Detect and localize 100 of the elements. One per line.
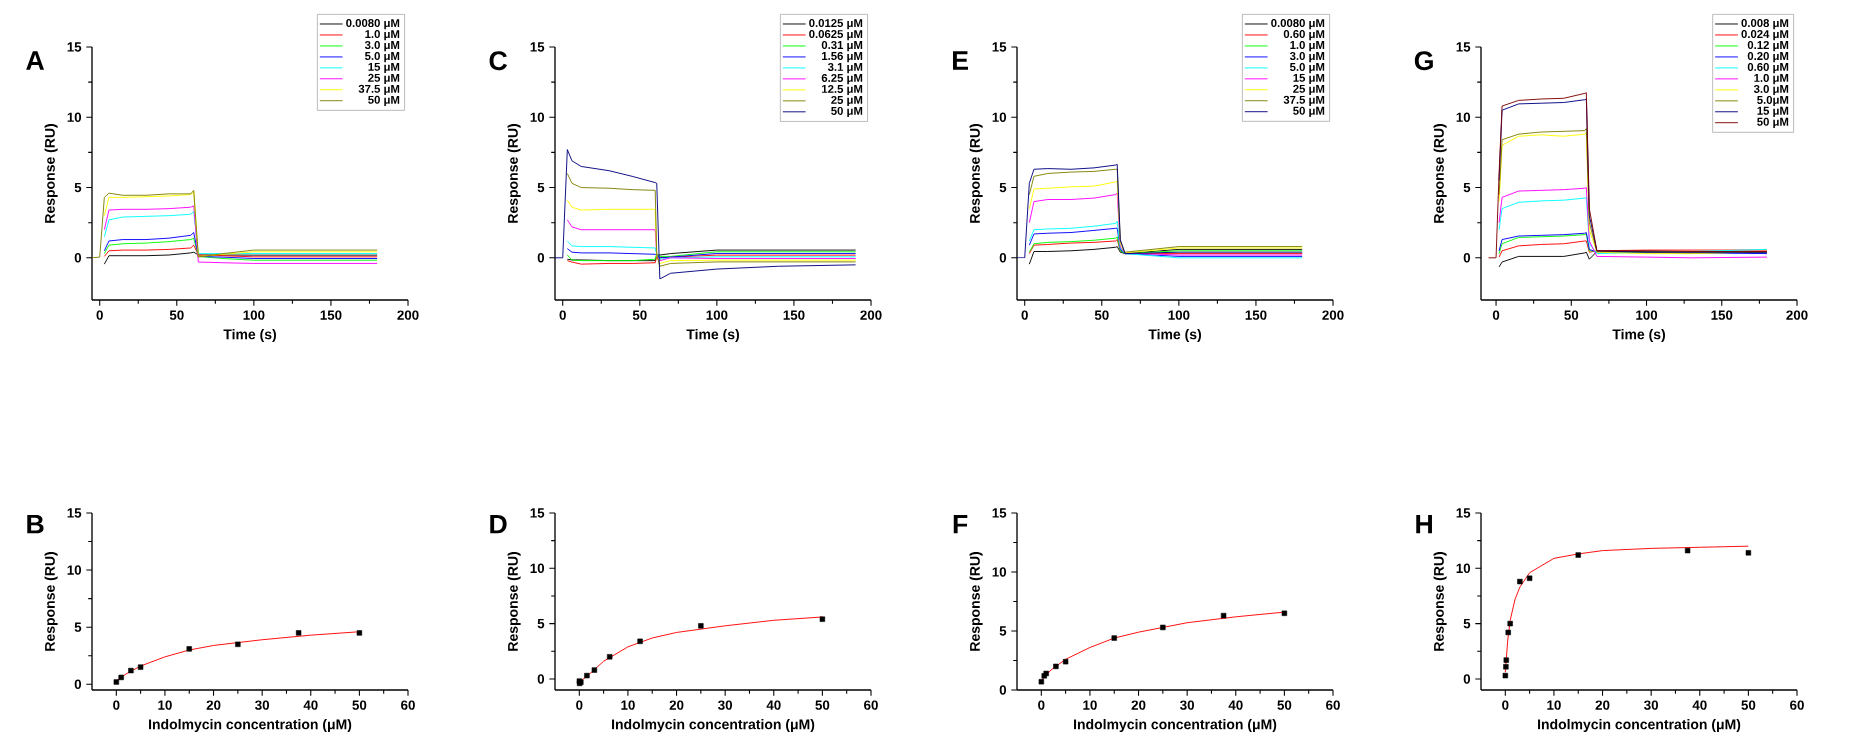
x-tick-label: 150 — [1711, 310, 1733, 320]
y-tick-label: 0 — [74, 253, 82, 263]
legend-label: 1.0 μM — [1290, 41, 1325, 52]
legend-label: 25 μM — [831, 95, 863, 107]
chart-title: F — [953, 515, 968, 534]
x-tick-label: 50 — [1741, 700, 1756, 710]
x-tick-label: 50 — [632, 310, 647, 320]
y-axis-title: Response (RU) — [44, 124, 58, 223]
x-tick-label: 50 — [1277, 700, 1292, 710]
legend-label: 0.0080 μM — [1271, 19, 1325, 30]
x-tick-label: 30 — [1644, 700, 1659, 710]
x-tick-label: 150 — [783, 310, 805, 320]
x-tick-label: 30 — [718, 700, 733, 710]
y-tick-label: 0 — [537, 253, 545, 263]
x-tick-label: 60 — [1790, 700, 1804, 710]
x-axis-title: Time (s) — [1612, 328, 1665, 343]
y-tick-label: 0 — [999, 253, 1007, 263]
legend-label: 15 μM — [1757, 106, 1789, 117]
y-tick-label: 15 — [1456, 42, 1471, 52]
x-tick-label: 100 — [1168, 310, 1190, 320]
y-tick-label: 5 — [1463, 618, 1471, 629]
legend-label: 12.5 μM — [822, 84, 863, 96]
x-tick-label: 20 — [1595, 700, 1610, 710]
y-tick-label: 5 — [74, 182, 82, 193]
x-tick-label: 200 — [1786, 310, 1808, 320]
y-tick-label: 15 — [1456, 508, 1471, 518]
legend-label: 0.20 μM — [1747, 51, 1789, 63]
legend-label: 3.0 μM — [1289, 51, 1325, 63]
x-tick-label: 100 — [243, 310, 265, 320]
x-tick-label: 150 — [1245, 310, 1267, 320]
x-tick-label: 150 — [320, 310, 342, 320]
y-tick-label: 0 — [1463, 253, 1471, 263]
x-tick-label: 50 — [1564, 310, 1579, 320]
legend-label: 0.024 μM — [1741, 30, 1789, 41]
x-tick-label: 50 — [169, 310, 184, 320]
y-tick-label: 10 — [530, 112, 545, 122]
legend-label: 50 μM — [1757, 117, 1789, 128]
y-tick-label: 0 — [537, 674, 545, 684]
x-axis-title: Indolmycin concentration (μM) — [149, 719, 352, 733]
legend-label: 0.008 μM — [1741, 19, 1789, 30]
y-tick-label: 0 — [999, 685, 1007, 695]
legend-label: 5.0 μM — [1290, 62, 1325, 74]
legend-label: 0.12 μM — [1747, 41, 1789, 52]
x-tick-label: 20 — [206, 700, 221, 710]
legend-label: 6.25 μM — [821, 73, 863, 85]
y-tick-label: 10 — [530, 563, 545, 574]
x-axis-title: Indolmycin concentration (μM) — [1074, 719, 1277, 733]
legend-label: 15 μM — [368, 62, 400, 74]
chart-title: A — [26, 51, 45, 70]
x-axis-title: Time (s) — [1148, 328, 1201, 343]
legend-label: 0.60 μM — [1283, 30, 1325, 41]
x-tick-label: 10 — [621, 700, 635, 710]
legend-label: 5.0 μM — [365, 51, 400, 63]
y-tick-label: 0 — [1463, 674, 1471, 684]
y-axis-title: Response (RU) — [969, 124, 983, 223]
chart-title: C — [489, 51, 508, 71]
legend-label: 0.31 μM — [821, 41, 863, 52]
legend-label: 25 μM — [1293, 84, 1325, 96]
legend-label: 1.0 μM — [1754, 73, 1789, 85]
y-tick-label: 10 — [1456, 112, 1471, 122]
y-tick-label: 5 — [537, 618, 545, 629]
x-tick-label: 20 — [669, 700, 684, 710]
x-tick-label: 10 — [1083, 700, 1097, 710]
x-tick-label: 40 — [766, 700, 781, 710]
y-tick-label: 10 — [1456, 563, 1471, 574]
legend-label: 1.0 μM — [365, 30, 400, 41]
x-tick-label: 0 — [1021, 310, 1028, 320]
x-tick-label: 200 — [1322, 310, 1344, 320]
y-axis-title: Response (RU) — [1433, 552, 1447, 651]
legend-label: 0.60 μM — [1747, 62, 1789, 74]
x-tick-label: 30 — [1180, 700, 1195, 710]
chart-title: H — [1416, 515, 1432, 534]
x-tick-label: 0 — [576, 700, 583, 710]
y-tick-label: 15 — [992, 508, 1007, 518]
x-tick-label: 50 — [815, 700, 830, 710]
y-axis-title: Response (RU) — [507, 552, 521, 651]
x-tick-label: 0 — [1038, 700, 1045, 710]
x-tick-label: 50 — [1094, 310, 1109, 320]
legend-label: 25 μM — [368, 73, 400, 85]
x-axis-title: Indolmycin concentration (μM) — [612, 719, 815, 733]
x-tick-label: 50 — [352, 700, 367, 710]
y-tick-label: 15 — [992, 42, 1007, 52]
legend-label: 37.5 μM — [358, 84, 400, 96]
legend-label: 3.0 μM — [1753, 84, 1789, 96]
y-tick-label: 15 — [530, 42, 545, 52]
x-axis-title: Time (s) — [223, 328, 276, 343]
y-tick-label: 15 — [530, 508, 545, 518]
x-tick-label: 0 — [559, 310, 566, 320]
legend-label: 1.56 μM — [822, 51, 863, 63]
y-tick-label: 10 — [992, 567, 1007, 577]
y-tick-label: 10 — [67, 112, 82, 122]
x-tick-label: 10 — [1547, 700, 1561, 710]
y-tick-label: 10 — [992, 112, 1007, 122]
y-tick-label: 0 — [74, 679, 82, 689]
x-tick-label: 40 — [1228, 700, 1243, 710]
x-tick-label: 60 — [864, 700, 878, 710]
chart-title: D — [490, 515, 507, 534]
legend-label: 50 μM — [831, 106, 863, 118]
x-tick-label: 60 — [401, 700, 415, 710]
y-tick-label: 15 — [67, 42, 82, 52]
